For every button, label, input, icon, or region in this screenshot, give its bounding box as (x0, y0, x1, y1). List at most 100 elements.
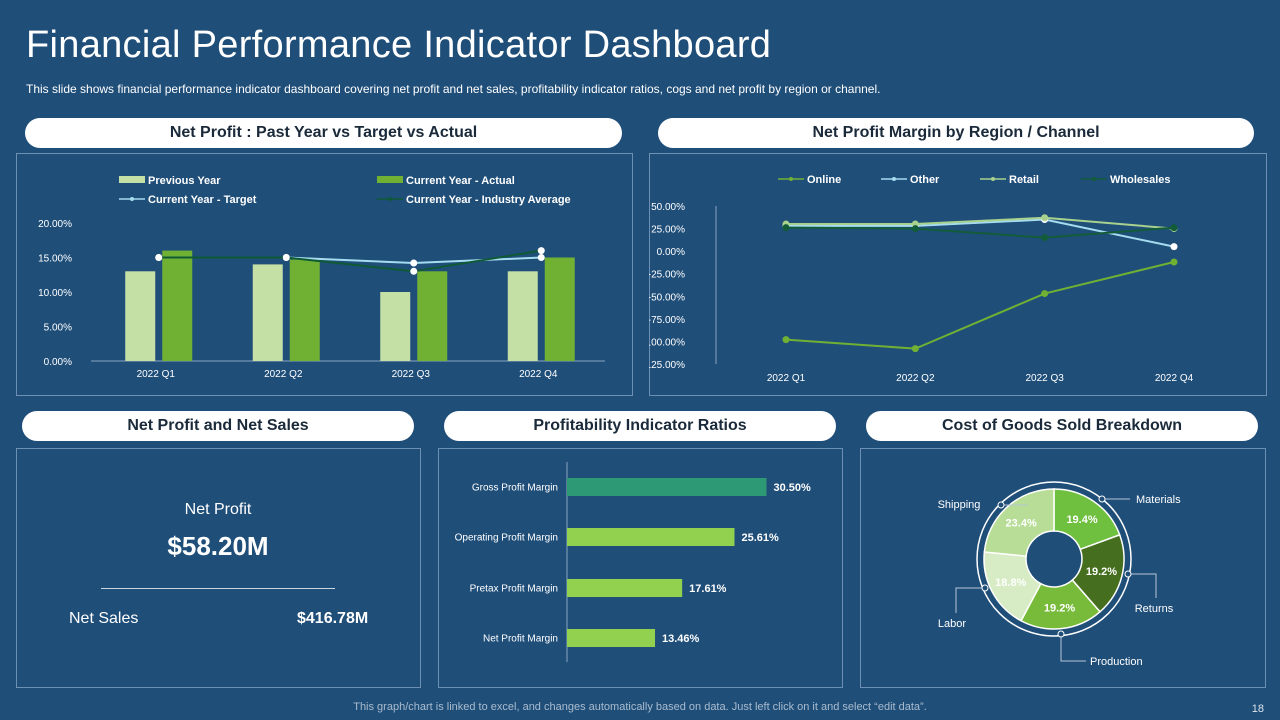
legend-label: Other (910, 174, 940, 186)
bar-previous-year[interactable] (380, 292, 411, 361)
callout-label-shipping: Shipping (938, 499, 981, 511)
page-number: 18 (1251, 703, 1264, 715)
bar-previous-year[interactable] (252, 264, 283, 361)
ratio-value-label: 25.61% (741, 532, 779, 544)
legend-marker (388, 197, 392, 201)
line-online[interactable] (785, 261, 1175, 350)
callout-label-returns: Returns (1135, 603, 1174, 615)
callout-dot (1124, 570, 1132, 578)
net-sales-label: Net Sales (69, 610, 139, 627)
point-current-year-industry-average[interactable] (537, 247, 545, 255)
net-sales-value: $416.78M (297, 610, 369, 627)
ratio-bar-net-profit-margin[interactable] (567, 629, 656, 647)
slice-materials[interactable] (1053, 488, 1121, 551)
point-current-year-target[interactable] (410, 259, 418, 267)
slice-production[interactable] (1020, 579, 1102, 630)
kpi-divider (101, 588, 335, 589)
callout-dot (1057, 630, 1065, 638)
net-profit-sales-panel (16, 448, 421, 688)
margin-chart[interactable]: Online Other Retail Wholesales 50.00% 25.00%… (649, 153, 1267, 396)
slice-shipping[interactable] (983, 488, 1055, 558)
line-current-year-industry-average[interactable] (158, 249, 542, 273)
legend-marker (991, 177, 995, 181)
point-wholesales[interactable] (911, 225, 919, 233)
slice-value-label: 19.2% (1044, 603, 1075, 615)
ratio-value-label: 17.61% (689, 583, 727, 595)
callout-label-production: Production (1090, 656, 1143, 668)
callout-line (1128, 573, 1157, 598)
legend-label: Retail (1009, 174, 1039, 186)
category-label: Operating Profit Margin (455, 533, 558, 544)
point-wholesales[interactable] (782, 224, 790, 232)
y-tick-label: 0.00% (657, 247, 685, 258)
bar-previous-year[interactable] (507, 271, 538, 361)
margin-chart-header: Net Profit Margin by Region / Channel (658, 118, 1254, 148)
ratio-bar-gross-profit-margin[interactable] (567, 478, 767, 496)
bar-current-year-actual[interactable] (417, 271, 448, 361)
y-tick-label: 0.00% (44, 357, 72, 368)
point-online[interactable] (911, 345, 919, 353)
slice-value-label: 19.4% (1066, 514, 1097, 526)
legend-marker (130, 197, 134, 201)
y-tick-label: -100.00% (649, 337, 685, 348)
point-current-year-target[interactable] (537, 254, 545, 261)
category-label: Pretax Profit Margin (470, 584, 558, 595)
callout-label-labor: Labor (938, 618, 966, 630)
legend-label: Wholesales (1110, 174, 1171, 186)
legend-swatch (119, 176, 145, 183)
point-current-year-industry-average[interactable] (410, 267, 418, 275)
point-online[interactable] (1041, 290, 1049, 298)
bar-current-year-actual[interactable] (544, 257, 575, 362)
y-tick-label: -25.00% (649, 270, 685, 281)
margin-chart-panel (649, 153, 1267, 396)
callout-label-materials: Materials (1136, 494, 1181, 506)
slice-value-label: 23.4% (1006, 518, 1037, 530)
line-retail[interactable] (786, 216, 1175, 230)
legend-marker (892, 177, 896, 181)
callout-line (955, 587, 985, 613)
y-tick-label: 5.00% (44, 323, 72, 334)
net-profit-chart[interactable]: Previous Year Current Year - Actual Curren… (16, 153, 633, 396)
point-other[interactable] (1170, 243, 1178, 251)
x-tick-label: 2022 Q2 (896, 373, 935, 384)
point-online[interactable] (1170, 258, 1178, 266)
legend-label: Current Year - Industry Average (406, 194, 571, 206)
point-current-year-industry-average[interactable] (282, 254, 290, 261)
net-profit-sales-header: Net Profit and Net Sales (22, 411, 414, 441)
category-label: Gross Profit Margin (472, 483, 558, 494)
ratio-bar-pretax-profit-margin[interactable] (567, 579, 683, 597)
bar-current-year-actual[interactable] (289, 259, 320, 361)
point-wholesales[interactable] (1170, 224, 1178, 232)
x-tick-label: 2022 Q1 (137, 369, 176, 380)
point-retail[interactable] (1041, 214, 1049, 222)
bar-current-year-actual[interactable] (162, 250, 193, 361)
ratio-value-label: 13.46% (662, 633, 700, 645)
x-tick-label: 2022 Q2 (264, 369, 303, 380)
cogs-header: Cost of Goods Sold Breakdown (866, 411, 1258, 441)
y-tick-label: -125.00% (649, 360, 685, 371)
point-online[interactable] (782, 336, 790, 344)
callout-line (1060, 634, 1086, 662)
page-title: Financial Performance Indicator Dashboar… (26, 24, 772, 66)
point-current-year-industry-average[interactable] (155, 254, 163, 261)
ratios-chart[interactable]: Gross Profit Margin 30.50% Operating Profi… (438, 448, 843, 688)
point-wholesales[interactable] (1041, 234, 1049, 242)
legend-label: Online (807, 174, 841, 186)
y-tick-label: 20.00% (38, 219, 72, 230)
y-tick-label: -50.00% (649, 292, 685, 303)
cogs-chart[interactable]: 19.4% 19.2% 19.2% 18.8% 23.4% Materials Return… (860, 448, 1266, 688)
net-profit-value: $58.20M (167, 531, 269, 561)
x-tick-label: 2022 Q1 (767, 373, 806, 384)
page-subtitle: This slide shows financial performance i… (26, 82, 881, 96)
callout-dot (997, 501, 1005, 509)
bar-previous-year[interactable] (125, 271, 156, 361)
ratio-bar-operating-profit-margin[interactable] (567, 528, 735, 546)
line-wholesales[interactable] (785, 226, 1175, 239)
y-tick-label: 50.00% (651, 202, 685, 213)
category-label: Net Profit Margin (483, 634, 558, 645)
net-profit-chart-header: Net Profit : Past Year vs Target vs Actu… (25, 118, 622, 148)
x-tick-label: 2022 Q4 (519, 369, 558, 380)
slice-value-label: 18.8% (995, 577, 1026, 589)
slice-returns[interactable] (1071, 533, 1125, 613)
slice-value-label: 19.2% (1086, 566, 1117, 578)
